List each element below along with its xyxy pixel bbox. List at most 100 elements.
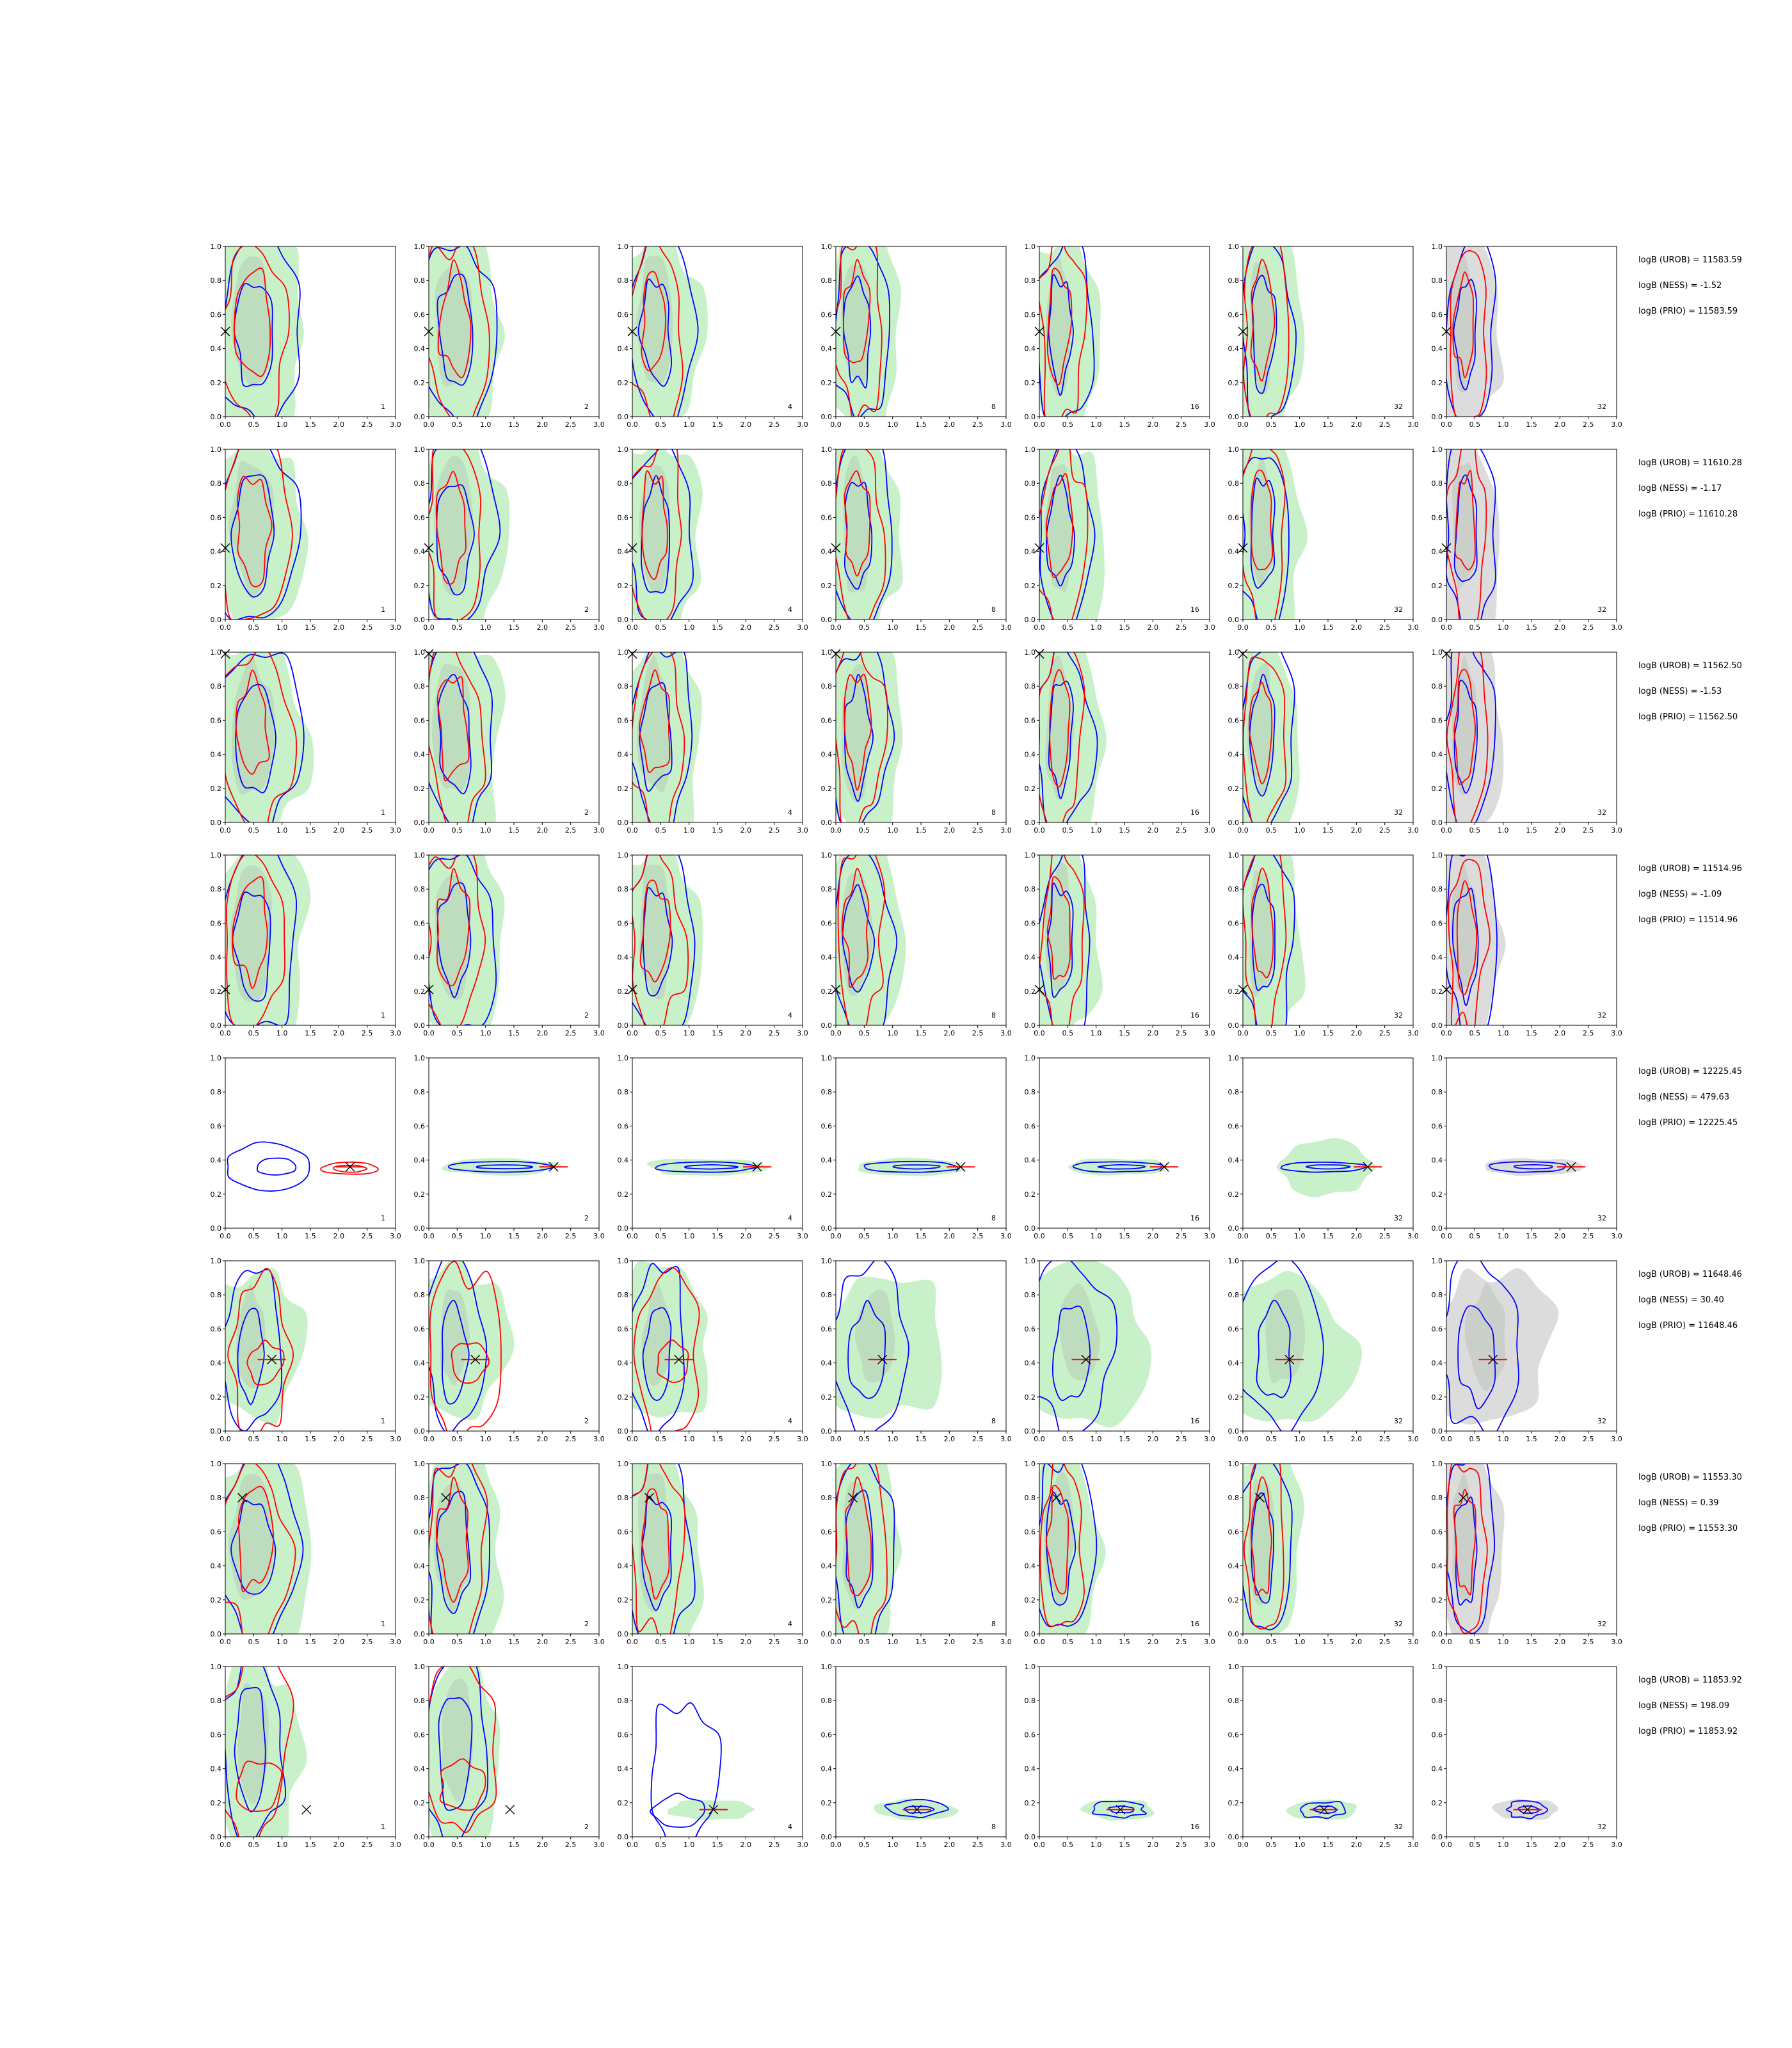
y-tick-label: 0.0 [821,1021,833,1030]
y-tick-label: 0.4 [414,1562,426,1571]
x-tick-label: 0.0 [1034,420,1045,429]
y-tick-label: 0.0 [1228,1833,1240,1841]
x-tick-label: 2.5 [972,826,984,835]
blue-contour-inner [1251,883,1276,991]
x-tick-label: 0.0 [220,1232,231,1240]
x-tick-label: 1.5 [1526,420,1537,429]
x-tick-label: 3.0 [1204,1435,1215,1443]
blue-contour-outer [1243,855,1295,1025]
y-tick-label: 0.0 [414,1427,426,1436]
x-tick-label: 2.5 [1176,1232,1187,1240]
y-tick-label: 0.2 [618,1799,629,1807]
panel-label: 1 [381,808,385,817]
x-tick-label: 1.0 [1498,1841,1509,1849]
x-tick-label: 0.5 [1469,826,1481,835]
blue-contour-outer [1488,1161,1567,1173]
x-tick-label: 1.0 [1498,826,1509,835]
x-tick-label: 2.0 [1555,420,1566,429]
y-tick-label: 0.4 [1025,1359,1036,1368]
x-tick-label: 1.0 [1498,1435,1509,1443]
red-contour-outer [632,652,685,822]
panel-row: 0.0 0.5 1.0 1.5 2.0 2.5 3.0 0.0 0.2 0.4 0.6 0.8 1.0 1… [211,1054,1742,1240]
red-contour-outer [1039,1464,1085,1627]
blue-contour-inner [642,1307,672,1401]
x-tick-label: 1.5 [712,1232,723,1240]
x-tick-label: 3.0 [797,1841,808,1849]
red-contour-inner [844,673,872,791]
panel-label: 32 [1394,1417,1403,1425]
y-tick-label: 0.8 [618,682,629,691]
panel-label: 32 [1597,808,1606,817]
blue-contour-inner [650,1792,705,1828]
x-tick-label: 2.5 [769,420,780,429]
y-tick-label: 1.0 [1025,1460,1036,1468]
density-fill-outer [836,246,901,417]
x-tick-label: 2.0 [1148,1841,1159,1849]
panel: 0.0 0.5 1.0 1.5 2.0 2.5 3.0 0.0 0.2 0.4 0.6 0.8 1.0 8 [821,1663,1012,1849]
true-value-marker [1116,1804,1126,1814]
logb-annotation: logB (UROB) = 11583.59 [1638,255,1742,265]
y-tick-label: 0.4 [211,954,222,962]
y-tick-label: 0.2 [1432,1393,1443,1402]
x-tick-label: 1.0 [480,1841,492,1849]
panel-label: 8 [991,1823,996,1831]
x-tick-label: 2.0 [1555,1435,1566,1443]
density-fill-inner [228,1473,275,1600]
y-tick-label: 0.4 [1432,1359,1443,1368]
x-tick-label: 1.5 [712,1029,723,1037]
x-tick-label: 1.0 [1498,1029,1509,1037]
density-fill-outer [429,1261,515,1420]
y-tick-label: 0.4 [414,751,426,759]
y-tick-label: 0.6 [1025,1325,1036,1333]
x-tick-label: 1.0 [684,420,695,429]
x-tick-label: 2.5 [1379,1435,1391,1443]
x-tick-label: 3.0 [1000,1029,1012,1037]
x-tick-label: 2.5 [972,1029,984,1037]
x-tick-label: 2.0 [944,1232,956,1240]
x-tick-label: 0.5 [1062,826,1074,835]
y-tick-label: 0.8 [821,682,833,691]
y-tick-label: 0.4 [821,1156,833,1165]
true-value-marker [674,1354,684,1364]
x-tick-label: 1.0 [1091,1232,1102,1240]
y-tick-label: 0.2 [618,1190,629,1199]
y-tick-label: 0.4 [821,751,833,759]
x-tick-label: 2.5 [769,1029,780,1037]
x-tick-label: 2.5 [565,420,577,429]
x-tick-label: 0.0 [1441,826,1452,835]
y-tick-label: 1.0 [1025,851,1036,860]
panel: 0.0 0.5 1.0 1.5 2.0 2.5 3.0 0.0 0.2 0.4 0.6 0.8 1.0 1… [1025,1054,1215,1240]
panel: 0.0 0.5 1.0 1.5 2.0 2.5 3.0 0.0 0.2 0.4 0.6 0.8 1.0 3… [1228,851,1419,1037]
y-tick-label: 1.0 [821,1663,833,1671]
y-tick-label: 0.8 [1432,1291,1443,1299]
y-tick-label: 1.0 [1228,243,1240,251]
panel-label: 32 [1394,1823,1403,1831]
x-tick-label: 2.0 [333,1232,345,1240]
density-fill-inner [440,1289,470,1386]
x-tick-label: 0.0 [1237,1029,1249,1037]
panel: 0.0 0.5 1.0 1.5 2.0 2.5 3.0 0.0 0.2 0.4 0.6 0.8 1.0 3… [1432,648,1622,835]
y-tick-label: 0.0 [1432,819,1443,827]
x-tick-label: 2.0 [333,1435,345,1443]
y-tick-label: 0.2 [1025,1596,1036,1604]
y-tick-label: 0.0 [1228,413,1240,421]
density-fill-outer [1243,1270,1362,1422]
panel-label: 32 [1597,1417,1606,1425]
y-tick-label: 1.0 [1228,851,1240,860]
y-tick-label: 0.0 [414,616,426,624]
y-tick-label: 0.0 [211,1630,222,1638]
y-tick-label: 0.2 [414,785,426,793]
x-tick-label: 3.0 [593,1232,605,1240]
panel-label: 1 [381,605,385,614]
logb-annotation: logB (NESS) = 479.63 [1638,1092,1729,1102]
y-tick-label: 1.0 [414,445,426,454]
density-fill-inner [1044,464,1074,592]
y-tick-label: 0.8 [1025,682,1036,691]
panel: 0.0 0.5 1.0 1.5 2.0 2.5 3.0 0.0 0.2 0.4 0.6 0.8 1.0 1 [211,1257,401,1443]
x-tick-label: 1.0 [1498,420,1509,429]
red-contour-outer [225,652,298,822]
x-tick-label: 2.5 [972,1435,984,1443]
panel: 0.0 0.5 1.0 1.5 2.0 2.5 3.0 0.0 0.2 0.4 0.6 0.8 1.0 8 [821,243,1012,429]
density-fill-inner [842,1482,872,1610]
logb-annotation: logB (UROB) = 11610.28 [1638,458,1742,468]
